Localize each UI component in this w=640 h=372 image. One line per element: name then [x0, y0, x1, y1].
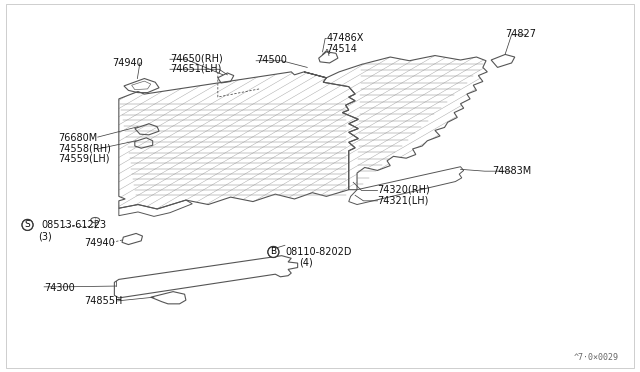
Text: (3): (3)	[38, 231, 51, 241]
Circle shape	[91, 218, 100, 223]
Text: 47486X: 47486X	[326, 33, 364, 43]
Text: 74940: 74940	[113, 58, 143, 68]
Text: 74558(RH): 74558(RH)	[58, 144, 111, 154]
Text: S: S	[25, 221, 30, 230]
PathPatch shape	[119, 72, 358, 209]
Text: 74827: 74827	[505, 29, 536, 39]
Text: 74855H: 74855H	[84, 296, 122, 306]
Text: 08110-8202D: 08110-8202D	[285, 247, 351, 257]
Text: 74500: 74500	[256, 55, 287, 65]
Text: 74320(RH): 74320(RH)	[378, 185, 430, 195]
Text: (4): (4)	[300, 258, 314, 268]
Text: 74321(LH): 74321(LH)	[378, 195, 429, 205]
Text: ^7·0×0029: ^7·0×0029	[574, 353, 619, 362]
Text: 74883M: 74883M	[492, 166, 532, 176]
Text: B: B	[270, 247, 276, 256]
Text: B: B	[270, 247, 276, 256]
PathPatch shape	[304, 55, 487, 190]
Text: 76680M: 76680M	[58, 133, 97, 143]
Text: 74650(RH): 74650(RH)	[170, 53, 223, 63]
Text: 74940: 74940	[84, 238, 115, 248]
Text: 74559(LH): 74559(LH)	[58, 154, 109, 164]
Text: S: S	[25, 221, 30, 230]
Text: 74514: 74514	[326, 44, 357, 54]
Text: 74651(LH): 74651(LH)	[170, 63, 221, 73]
Text: 74300: 74300	[44, 283, 75, 293]
Text: 08513-61223: 08513-61223	[41, 220, 106, 230]
